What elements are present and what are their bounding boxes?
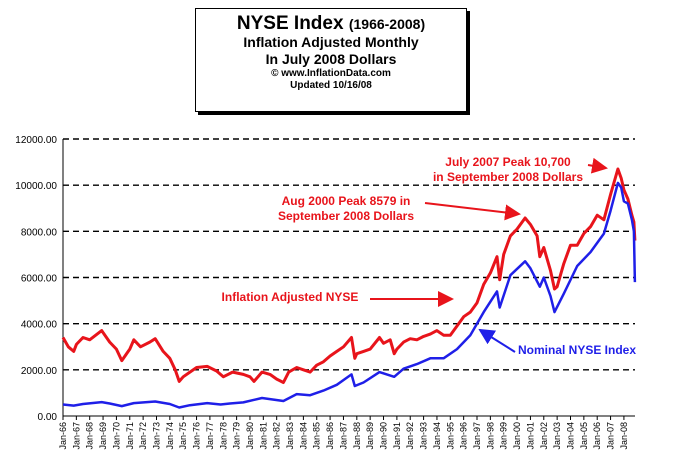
y-tick-label: 0.00	[38, 412, 58, 423]
y-tick-label: 4000.00	[21, 320, 58, 331]
chart-subtitle-2: In July 2008 Dollars	[265, 51, 397, 67]
x-tick-label: Jan-08	[619, 422, 629, 450]
chart-subtitle-1: Inflation Adjusted Monthly	[243, 34, 419, 50]
arrow-aug-2000	[424, 202, 521, 221]
title-box: NYSE Index (1966-2008) Inflation Adjuste…	[195, 8, 467, 112]
x-tick-label: Jan-06	[592, 422, 602, 450]
x-tick-label: Jan-70	[111, 422, 121, 450]
y-tick-label: 2000.00	[21, 366, 58, 377]
x-tick-label: Jan-72	[138, 422, 148, 450]
source-credit: © www.InflationData.com	[271, 68, 391, 79]
x-tick-label: Jan-66	[58, 422, 68, 450]
arrow-nominal	[478, 328, 516, 353]
y-tick-label: 6000.00	[21, 274, 58, 285]
x-tick-label: Jan-71	[125, 422, 135, 450]
y-tick-label: 8000.00	[21, 227, 58, 238]
x-tick-label: Jan-83	[285, 422, 295, 450]
y-tick-label: 12000.00	[15, 135, 57, 146]
x-tick-label: Jan-02	[539, 422, 549, 450]
x-tick-label: Jan-90	[379, 422, 389, 450]
x-tick-label: Jan-84	[298, 422, 308, 450]
x-tick-label: Jan-73	[151, 422, 161, 450]
x-tick-label: Jan-00	[512, 422, 522, 450]
x-tick-label: Jan-67	[71, 422, 81, 450]
x-tick-label: Jan-95	[445, 422, 455, 450]
annotation-aug-2000-peak: Aug 2000 Peak 8579 in	[282, 194, 411, 208]
updated-date: Updated 10/16/08	[290, 80, 372, 91]
x-tick-label: Jan-74	[165, 422, 175, 450]
x-tick-label: Jan-68	[85, 422, 95, 450]
x-tick-label: Jan-01	[525, 422, 535, 450]
x-tick-label: Jan-96	[459, 422, 469, 450]
x-tick-label: Jan-07	[606, 422, 616, 450]
x-tick-label: Jan-87	[338, 422, 348, 450]
x-tick-label: Jan-81	[258, 422, 268, 450]
annotation-inflation-adjusted-label: Inflation Adjusted NYSE	[222, 290, 359, 304]
x-tick-label: Jan-04	[565, 422, 575, 450]
y-tick-label: 10000.00	[15, 181, 57, 192]
x-tick-label: Jan-75	[178, 422, 188, 450]
annotation-july-2007-peak: July 2007 Peak 10,700	[445, 155, 571, 169]
x-tick-label: Jan-76	[192, 422, 202, 450]
x-tick-label: Jan-69	[98, 422, 108, 450]
x-tick-label: Jan-98	[485, 422, 495, 450]
x-tick-label: Jan-05	[579, 422, 589, 450]
x-tick-label: Jan-92	[405, 422, 415, 450]
chart-title: NYSE Index (1966-2008)	[236, 13, 426, 34]
x-tick-label: Jan-91	[392, 422, 402, 450]
x-tick-label: Jan-77	[205, 422, 215, 450]
annotation-nominal-label: Nominal NYSE Index	[518, 343, 636, 357]
x-tick-label: Jan-89	[365, 422, 375, 450]
series-inflation-adjusted-line	[61, 167, 637, 384]
x-tick-label: Jan-93	[419, 422, 429, 450]
annotation-aug-2000-peak: September 2008 Dollars	[278, 209, 414, 223]
series-nominal-line	[62, 181, 637, 409]
x-tick-label: Jan-79	[232, 422, 242, 450]
x-tick-label: Jan-94	[432, 422, 442, 450]
x-tick-label: Jan-97	[472, 422, 482, 450]
annotation-july-2007-peak: in September 2008 Dollars	[433, 170, 583, 184]
x-tick-label: Jan-82	[272, 422, 282, 450]
x-tick-label: Jan-86	[325, 422, 335, 450]
x-tick-label: Jan-78	[218, 422, 228, 450]
x-tick-label: Jan-80	[245, 422, 255, 450]
x-tick-label: Jan-03	[552, 422, 562, 450]
x-tick-label: Jan-99	[499, 422, 509, 450]
arrow-july-2007	[587, 157, 608, 174]
x-tick-label: Jan-85	[312, 422, 322, 450]
x-tick-label: Jan-88	[352, 422, 362, 450]
